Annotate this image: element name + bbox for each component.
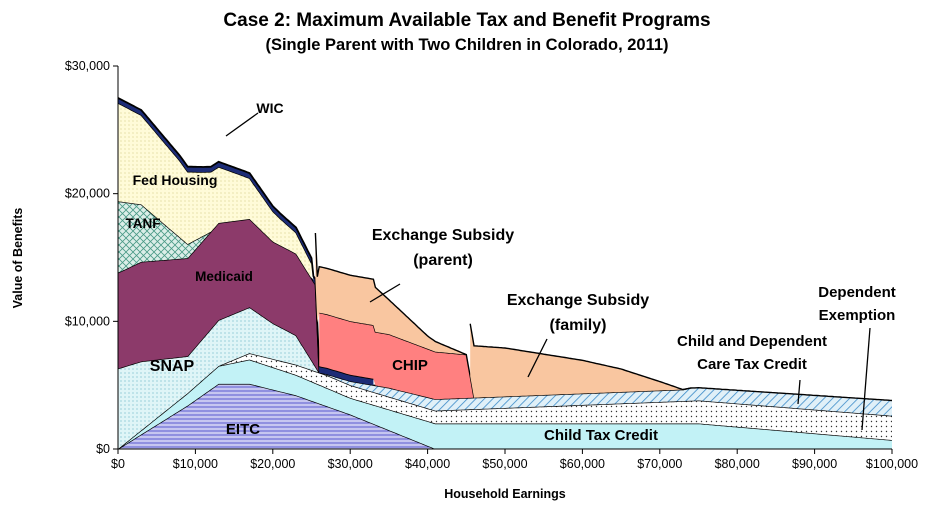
annotation-cdctc-1: Child and Dependent	[677, 333, 827, 350]
annotation-leader-line	[369, 283, 401, 303]
area-fed-housing	[118, 103, 312, 279]
annotation-fed-housing: Fed Housing	[133, 172, 218, 188]
area-eitc	[118, 383, 436, 449]
area-medicaid	[118, 219, 320, 373]
annotation-exchange-family-2: (family)	[550, 317, 607, 334]
x-tick-label: $10,000	[173, 457, 218, 471]
annotation-wic: WIC	[256, 100, 283, 116]
area-snap	[118, 307, 320, 449]
area-dependent-exemption	[319, 372, 892, 416]
x-axis-label: Household Earnings	[444, 487, 566, 501]
area-exchange-subsidy-parent-	[315, 233, 467, 355]
annotation-leader-line	[861, 327, 871, 431]
annotation-dep-exemption-1: Dependent	[818, 284, 896, 301]
x-tick-label: $70,000	[637, 457, 682, 471]
annotation-leader-line	[797, 379, 801, 405]
x-tick-label: $60,000	[560, 457, 605, 471]
edge-exchange-subsidy-family-	[469, 323, 691, 391]
y-tick-label: $30,000	[65, 59, 110, 73]
x-tick-label: $30,000	[328, 457, 373, 471]
y-tick-label: $20,000	[65, 187, 110, 201]
y-tick-label: $10,000	[65, 314, 110, 328]
annotation-snap: SNAP	[150, 358, 195, 375]
area-tanf	[118, 201, 211, 273]
annotation-exchange-family-1: Exchange Subsidy	[507, 292, 649, 309]
annotation-cdctc-2: Care Tax Credit	[697, 356, 807, 373]
annotation-eitc: EITC	[226, 421, 260, 438]
annotation-tanf: TANF	[126, 216, 161, 231]
x-tick-label: $50,000	[482, 457, 527, 471]
chart-axes: $0 $10,000 $20,000 $30,000 $0 $10,000 $20,000 $…	[65, 59, 918, 471]
chart-title: Case 2: Maximum Available Tax and Benefi…	[223, 10, 710, 31]
x-tick-label: $40,000	[405, 457, 450, 471]
annotation-leader-line	[225, 112, 259, 137]
y-axis-label: Value of Benefits	[11, 208, 25, 309]
annotation-dep-exemption-2: Exemption	[819, 307, 896, 324]
annotation-child-tax-credit: Child Tax Credit	[544, 427, 658, 444]
area-exchange-subsidy-family-	[470, 323, 691, 398]
annotation-exchange-parent-1: Exchange Subsidy	[372, 227, 514, 244]
chart-texts: Case 2: Maximum Available Tax and Benefi…	[11, 10, 896, 501]
chart-layers	[117, 97, 893, 450]
x-tick-label: $90,000	[792, 457, 837, 471]
annotation-medicaid: Medicaid	[195, 269, 253, 284]
edge-exchange-subsidy-parent-	[314, 232, 467, 356]
x-tick-label: $0	[111, 457, 125, 471]
area-chip	[319, 312, 474, 400]
x-tick-label: $20,000	[250, 457, 295, 471]
area-child-and-dependent-care-tax-credit	[218, 353, 893, 441]
annotation-exchange-parent-2: (parent)	[413, 252, 473, 269]
chart-subtitle: (Single Parent with Two Children in Colo…	[265, 36, 668, 54]
x-tick-label: $80,000	[715, 457, 760, 471]
annotation-chip: CHIP	[392, 357, 428, 374]
annotation-leader-line	[527, 338, 548, 378]
y-tick-label: $0	[96, 442, 110, 456]
x-tick-label: $100,000	[866, 457, 918, 471]
